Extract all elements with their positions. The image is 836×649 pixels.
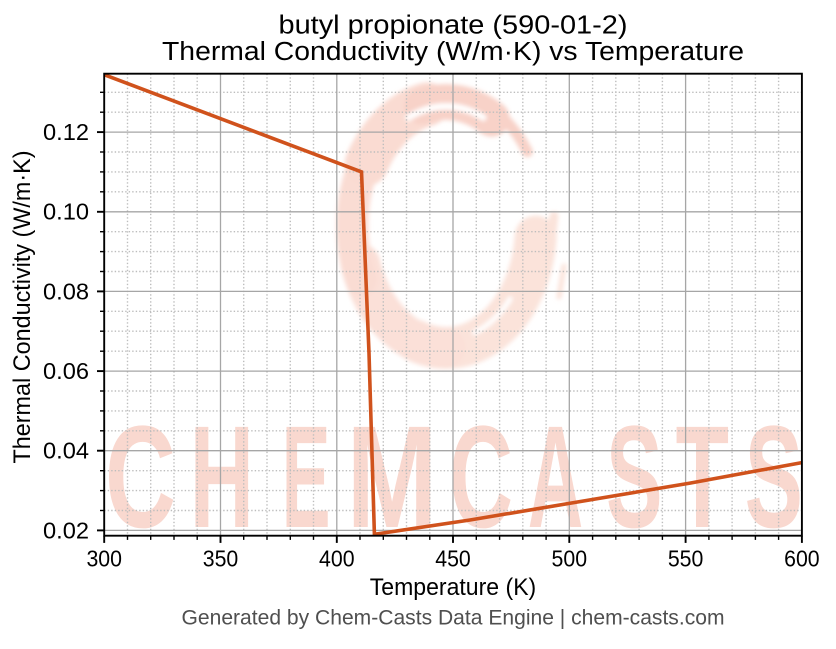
svg-text:butyl propionate (590-01-2): butyl propionate (590-01-2) (279, 12, 628, 40)
svg-text:Thermal Conductivity (W/m·K): Thermal Conductivity (W/m·K) (9, 151, 36, 464)
svg-text:Thermal Conductivity (W/m·K) v: Thermal Conductivity (W/m·K) vs Temperat… (162, 38, 744, 66)
svg-text:0.08: 0.08 (43, 278, 89, 304)
svg-text:S: S (745, 395, 803, 558)
svg-text:0.10: 0.10 (43, 199, 89, 225)
svg-text:400: 400 (319, 546, 355, 572)
svg-text:0.02: 0.02 (43, 517, 89, 543)
svg-text:H: H (189, 395, 254, 558)
svg-text:600: 600 (784, 546, 820, 572)
svg-text:Temperature (K): Temperature (K) (370, 574, 537, 601)
svg-text:0.04: 0.04 (43, 438, 89, 464)
svg-text:350: 350 (203, 546, 239, 572)
svg-text:Generated by Chem-Casts Data E: Generated by Chem-Casts Data Engine | ch… (182, 606, 725, 629)
svg-text:A: A (528, 395, 584, 558)
svg-text:E: E (282, 395, 331, 558)
svg-text:450: 450 (435, 546, 471, 572)
svg-text:C: C (105, 395, 176, 558)
svg-text:0.06: 0.06 (43, 358, 89, 384)
svg-text:C: C (449, 395, 513, 558)
svg-text:0.12: 0.12 (43, 119, 89, 145)
svg-text:550: 550 (668, 546, 704, 572)
svg-text:300: 300 (86, 546, 122, 572)
svg-text:S: S (606, 395, 663, 558)
svg-text:500: 500 (552, 546, 588, 572)
